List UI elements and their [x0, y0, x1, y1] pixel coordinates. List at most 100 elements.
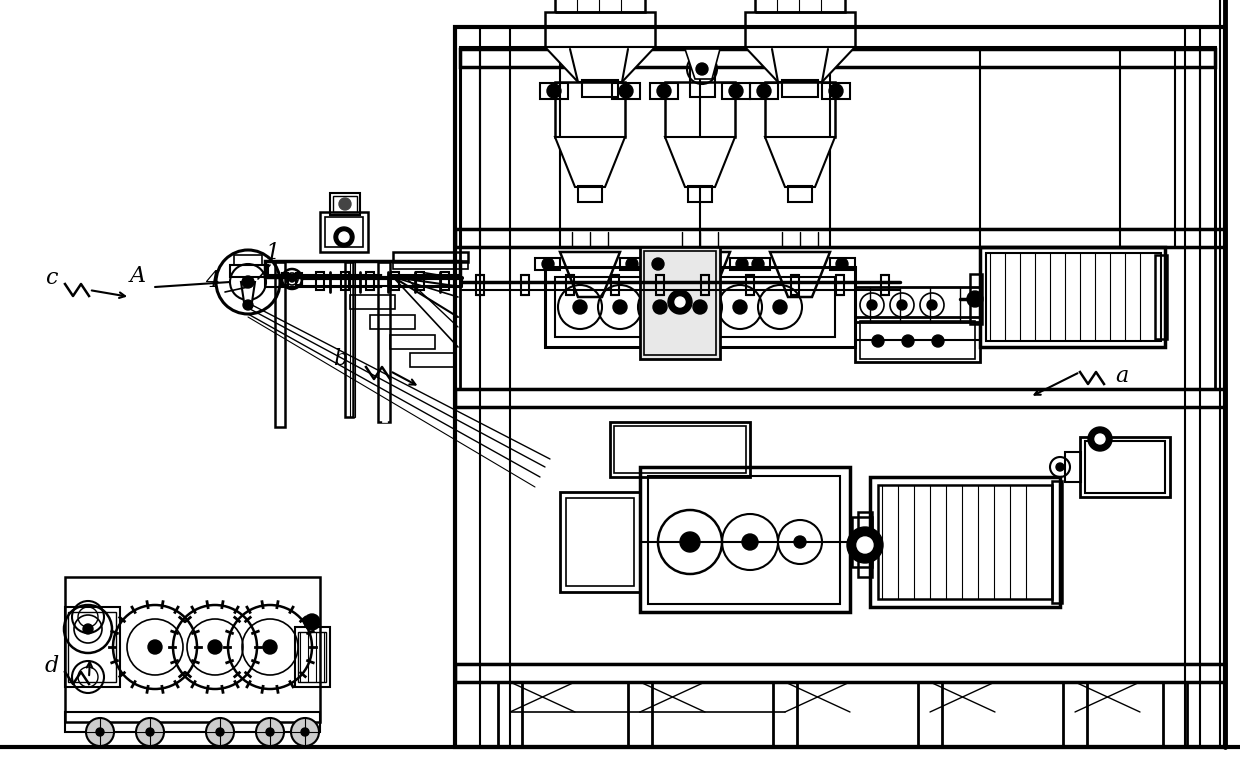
Text: 4: 4 [205, 270, 219, 292]
Bar [649, 476, 839, 604]
Bar [640, 247, 720, 359]
Circle shape [756, 84, 771, 98]
Bar [755, 0, 844, 12]
Polygon shape [560, 252, 620, 297]
Circle shape [263, 640, 277, 654]
Bar [1080, 437, 1171, 497]
Circle shape [857, 537, 873, 553]
Bar [627, 682, 652, 747]
Bar [534, 258, 560, 270]
Circle shape [146, 728, 154, 736]
Circle shape [289, 276, 295, 282]
Bar [750, 83, 777, 99]
Bar [689, 49, 715, 97]
Bar [350, 295, 396, 309]
Bar [350, 262, 355, 417]
Bar [745, 258, 770, 270]
Circle shape [733, 300, 746, 314]
Bar [980, 247, 1166, 347]
Bar [645, 258, 670, 270]
Circle shape [547, 84, 560, 98]
Bar [393, 261, 467, 269]
Circle shape [208, 640, 222, 654]
Circle shape [136, 718, 164, 746]
Bar [722, 83, 750, 99]
Bar [650, 83, 678, 99]
Circle shape [928, 300, 937, 310]
Bar [415, 272, 424, 290]
Bar [556, 82, 625, 137]
Bar [613, 83, 640, 99]
Bar [918, 682, 942, 747]
Polygon shape [765, 137, 835, 187]
Bar [582, 80, 618, 97]
Polygon shape [770, 252, 830, 297]
Bar [1163, 682, 1187, 747]
Circle shape [830, 84, 843, 98]
Polygon shape [556, 137, 625, 187]
Bar [265, 261, 460, 277]
Bar [870, 477, 1060, 607]
Bar [382, 267, 387, 422]
Bar [64, 577, 320, 722]
Bar [441, 272, 449, 290]
Bar [560, 492, 640, 592]
Bar [611, 275, 619, 295]
Circle shape [847, 527, 883, 563]
Circle shape [657, 84, 671, 98]
Bar [455, 389, 1225, 407]
Bar [565, 275, 574, 295]
Circle shape [1095, 434, 1105, 444]
Bar [878, 485, 1052, 599]
Circle shape [794, 536, 806, 548]
Circle shape [932, 335, 944, 347]
Bar [556, 277, 835, 337]
Bar [578, 186, 601, 202]
Text: b: b [334, 348, 347, 370]
Bar [730, 258, 755, 270]
Circle shape [242, 276, 254, 288]
Bar [610, 422, 750, 477]
Circle shape [301, 728, 309, 736]
Polygon shape [670, 252, 730, 297]
Bar [614, 426, 746, 473]
Circle shape [897, 300, 906, 310]
Bar [378, 262, 391, 422]
Circle shape [291, 718, 319, 746]
Bar [345, 262, 353, 417]
Bar [1052, 481, 1061, 603]
Polygon shape [745, 47, 856, 82]
Bar [341, 272, 348, 290]
Text: a: a [1115, 365, 1128, 387]
Circle shape [1056, 463, 1064, 471]
Bar [366, 272, 374, 290]
Bar [455, 27, 1225, 747]
Bar [539, 83, 568, 99]
Bar [370, 315, 415, 329]
Bar [546, 12, 655, 47]
Bar [745, 12, 856, 47]
Bar [746, 275, 754, 295]
Circle shape [304, 614, 320, 630]
Circle shape [255, 718, 284, 746]
Bar [787, 186, 812, 202]
Bar [476, 275, 484, 295]
Polygon shape [665, 137, 735, 187]
Circle shape [867, 300, 877, 310]
Circle shape [243, 300, 253, 310]
Circle shape [693, 300, 707, 314]
Bar [455, 229, 1225, 247]
Bar [391, 272, 399, 290]
Circle shape [737, 258, 748, 270]
Circle shape [216, 728, 224, 736]
Circle shape [751, 258, 764, 270]
Circle shape [613, 300, 627, 314]
Bar [325, 217, 363, 247]
Bar [822, 83, 849, 99]
Bar [556, 0, 645, 12]
Bar [880, 275, 889, 295]
Bar [265, 275, 460, 287]
Bar [334, 196, 357, 212]
Bar [782, 80, 818, 97]
Bar [861, 321, 975, 359]
